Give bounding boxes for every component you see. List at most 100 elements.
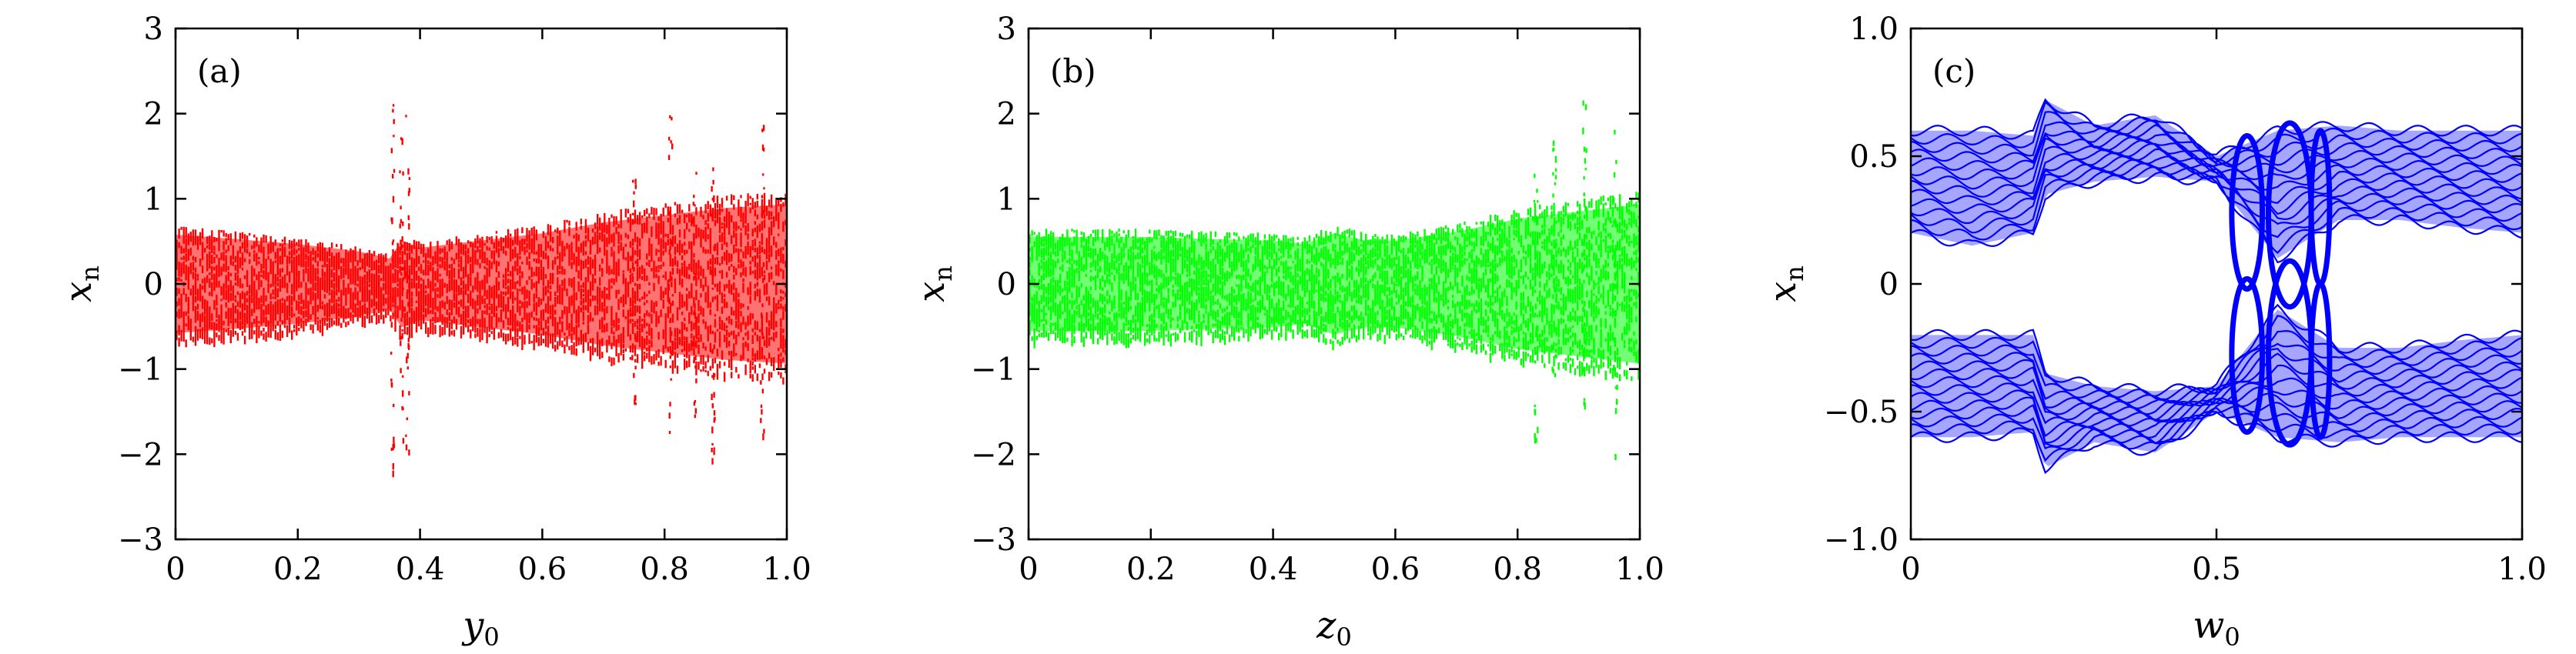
data-series-line bbox=[1911, 121, 2522, 168]
data-outlier-column bbox=[1551, 140, 1557, 378]
data-series-line bbox=[1911, 315, 2522, 402]
y-tick-label: 2 bbox=[997, 97, 1016, 132]
y-tick-label: −0.5 bbox=[1824, 395, 1899, 430]
y-tick-label: 1 bbox=[144, 182, 163, 217]
data-series-line bbox=[1911, 348, 2522, 415]
y-axis-label-subscript: n bbox=[75, 265, 105, 282]
y-axis-label: xn bbox=[57, 265, 105, 302]
y-tick-label: 2 bbox=[144, 97, 163, 132]
y-tick-label: −1 bbox=[971, 352, 1016, 388]
y-axis-label-main: x bbox=[1761, 282, 1805, 302]
x-axis-label-subscript: 0 bbox=[1336, 622, 1351, 652]
x-axis-label-main: z bbox=[1316, 604, 1337, 647]
data-layer bbox=[1911, 98, 2522, 475]
panel-label: (c) bbox=[1932, 52, 1975, 90]
x-tick-label: 0.2 bbox=[273, 552, 323, 587]
y-tick-label: 0 bbox=[997, 267, 1016, 302]
x-tick-label: 0.2 bbox=[1126, 552, 1176, 587]
data-series-line bbox=[1911, 329, 2522, 404]
x-axis-label: y0 bbox=[461, 604, 499, 652]
x-tick-label: 0 bbox=[1901, 552, 1920, 587]
data-outlier-column bbox=[711, 167, 716, 465]
data-series-line bbox=[1911, 101, 2522, 164]
plot-frame bbox=[1909, 27, 2524, 541]
data-outlier-column bbox=[1582, 100, 1587, 410]
data-series-line bbox=[1911, 158, 2522, 225]
data-outlier-column bbox=[399, 137, 405, 444]
y-tick-label: −2 bbox=[118, 437, 163, 472]
data-series-line bbox=[1911, 364, 2522, 423]
x-axis-label-main: y bbox=[461, 604, 484, 647]
x-tick-label: 0.4 bbox=[396, 552, 445, 587]
data-series-line bbox=[1911, 171, 2522, 264]
y-tick-label: −3 bbox=[118, 522, 163, 558]
data-outlier-column bbox=[1533, 173, 1539, 444]
x-axis-label-subscript: 0 bbox=[483, 622, 499, 652]
data-layer bbox=[176, 104, 787, 478]
data-outlier-column bbox=[692, 172, 698, 419]
x-tick-label: 0.4 bbox=[1249, 552, 1298, 587]
data-series-line bbox=[1911, 352, 2522, 421]
x-axis-label-subscript: 0 bbox=[2224, 622, 2240, 652]
y-tick-label: −1.0 bbox=[1824, 522, 1899, 558]
data-series-line bbox=[1911, 148, 2522, 215]
x-tick-label: 0 bbox=[1019, 552, 1038, 587]
data-band-fill bbox=[1029, 204, 1640, 364]
data-outlier-column bbox=[760, 125, 765, 441]
data-outlier-column bbox=[405, 115, 411, 455]
y-tick-label: 1.0 bbox=[1849, 12, 1899, 47]
data-series-line bbox=[1911, 137, 2522, 191]
y-tick-label: 0 bbox=[1879, 267, 1899, 302]
data-series-line bbox=[1911, 342, 2522, 410]
x-tick-label: 1.0 bbox=[2497, 552, 2547, 587]
panel-label: (a) bbox=[197, 52, 242, 90]
y-axis-label-main: x bbox=[910, 282, 953, 302]
data-outlier-column bbox=[667, 115, 674, 434]
y-tick-label: 0.5 bbox=[1849, 139, 1899, 175]
data-series-line bbox=[1911, 133, 2522, 181]
y-tick-label: −2 bbox=[971, 437, 1016, 472]
x-tick-label: 0.8 bbox=[1493, 552, 1542, 587]
data-loop bbox=[2229, 132, 2266, 292]
y-axis-label: xn bbox=[1761, 265, 1809, 302]
x-axis-label: z0 bbox=[1316, 604, 1352, 652]
y-tick-label: 3 bbox=[144, 12, 163, 47]
x-axis-label: w0 bbox=[2193, 604, 2240, 652]
data-loop bbox=[2229, 275, 2266, 435]
data-outlier-column bbox=[390, 104, 396, 478]
x-tick-label: 1.0 bbox=[1615, 552, 1664, 587]
x-tick-label: 0.6 bbox=[1371, 552, 1420, 587]
data-series-line bbox=[1911, 98, 2522, 155]
data-series-line bbox=[1911, 406, 2522, 475]
x-tick-label: 0 bbox=[166, 552, 185, 587]
y-tick-label: 0 bbox=[144, 267, 163, 302]
y-tick-label: −3 bbox=[971, 522, 1016, 558]
data-series-line bbox=[1911, 111, 2522, 166]
data-series-line bbox=[1911, 303, 2522, 398]
x-axis-label-main: w bbox=[2193, 604, 2224, 647]
y-tick-label: −1 bbox=[118, 352, 163, 388]
data-series-line bbox=[1911, 386, 2522, 438]
panel-label: (b) bbox=[1050, 52, 1096, 90]
y-axis-label-subscript: n bbox=[928, 265, 958, 282]
x-tick-label: 0.5 bbox=[2192, 552, 2241, 587]
x-tick-label: 1.0 bbox=[762, 552, 811, 587]
y-axis-label-main: x bbox=[57, 282, 100, 302]
data-loop bbox=[2308, 281, 2333, 440]
x-tick-label: 0.8 bbox=[640, 552, 689, 587]
y-axis-label-subscript: n bbox=[1780, 265, 1809, 282]
data-band-fill bbox=[1911, 102, 2522, 259]
y-tick-label: 1 bbox=[997, 182, 1016, 217]
data-band-fill bbox=[176, 204, 787, 364]
y-tick-label: 3 bbox=[997, 12, 1016, 47]
data-series-line bbox=[1911, 400, 2522, 448]
data-series-line bbox=[1911, 405, 2522, 450]
data-outlier-column bbox=[1612, 129, 1618, 460]
data-outlier-column bbox=[631, 179, 637, 405]
x-tick-label: 0.6 bbox=[518, 552, 567, 587]
